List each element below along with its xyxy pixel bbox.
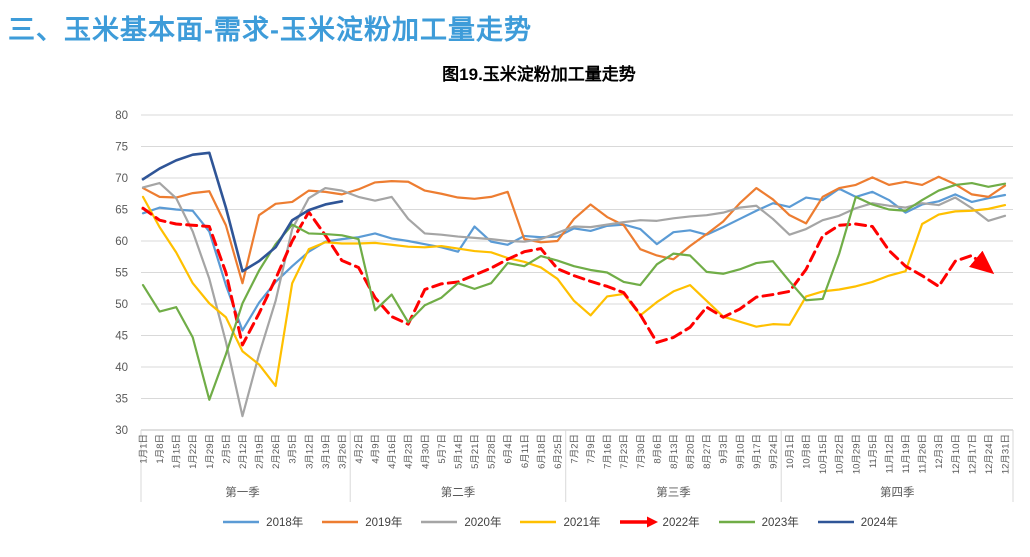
legend-swatch-2021年 (520, 520, 557, 524)
x-axis-label: 2月5日 (221, 434, 232, 464)
y-axis-label: 30 (115, 425, 128, 437)
x-axis-label: 7月2日 (570, 434, 581, 464)
legend-label: 2019年 (365, 517, 403, 529)
x-axis-label: 8月20日 (686, 434, 697, 469)
quarter-label: 第一季 (225, 485, 260, 499)
x-axis-label: 2月26日 (271, 434, 282, 469)
quarter-label: 第三季 (656, 485, 691, 499)
legend-item-2024年[interactable]: 2024年 (817, 514, 898, 530)
page-title: 三、玉米基本面-需求-玉米淀粉加工量走势 (8, 15, 532, 45)
x-axis-label: 4月9日 (371, 434, 382, 464)
legend-swatch-2019年 (322, 520, 359, 524)
x-axis-label: 11月12日 (884, 434, 895, 473)
x-axis-label: 12月24日 (984, 434, 995, 474)
x-axis-label: 8月27日 (702, 434, 713, 469)
chart-title: 图19.玉米淀粉加工量走势 (442, 65, 636, 84)
series-line-2021年 (141, 195, 1007, 387)
x-axis-label: 9月10日 (735, 434, 746, 469)
legend-swatch-2020年 (421, 520, 458, 524)
series-line-2018年 (141, 187, 1007, 332)
legend-swatch-2022年 (619, 516, 658, 528)
y-axis-label: 55 (115, 268, 128, 280)
x-axis-label: 12月3日 (934, 434, 945, 469)
legend-label: 2018年 (266, 517, 304, 529)
chart-legend: 2018年 2019年 2020年 2021年 2022年 2023年 2024年 (0, 514, 1030, 530)
legend-label: 2023年 (761, 517, 799, 529)
legend-swatch-2018年 (223, 520, 260, 524)
y-axis-label: 80 (115, 110, 128, 122)
legend-label: 2024年 (860, 517, 898, 529)
x-axis-label: 9月24日 (768, 434, 779, 469)
y-axis-label: 45 (115, 331, 128, 343)
x-axis-label: 6月4日 (503, 434, 514, 464)
legend-label: 2020年 (464, 517, 502, 529)
legend-item-2020年[interactable]: 2020年 (420, 514, 501, 530)
y-axis-label: 35 (115, 394, 128, 406)
y-axis-label: 50 (115, 299, 128, 311)
x-axis-label: 1月22日 (188, 434, 199, 469)
x-axis-label: 1月8日 (155, 434, 166, 464)
legend-label: 2021年 (563, 517, 601, 529)
x-axis-label: 9月3日 (719, 434, 730, 464)
x-axis-label: 9月17日 (752, 434, 763, 469)
x-axis-label: 11月19日 (901, 434, 912, 473)
x-axis-label: 10月15日 (818, 434, 829, 474)
x-axis-label: 6月18日 (536, 434, 547, 469)
quarter-label: 第四季 (880, 485, 915, 499)
legend-item-2019年[interactable]: 2019年 (321, 514, 402, 530)
x-axis-label: 5月14日 (453, 434, 464, 469)
x-axis-label: 4月30日 (420, 434, 431, 469)
x-axis-label: 1月15日 (172, 434, 183, 469)
legend-label: 2022年 (662, 517, 700, 529)
x-axis-label: 12月31日 (1001, 434, 1012, 474)
x-axis-label: 8月13日 (669, 434, 680, 469)
x-axis-label: 10月8日 (802, 434, 813, 469)
x-axis-label: 3月19日 (321, 434, 332, 469)
x-axis-label: 1月29日 (205, 434, 216, 469)
x-axis-label: 12月10日 (951, 434, 962, 474)
x-axis-label: 4月23日 (404, 434, 415, 469)
y-axis-label: 65 (115, 205, 128, 217)
legend-swatch-2023年 (718, 520, 755, 524)
x-axis-label: 7月30日 (636, 434, 647, 469)
x-axis-label: 10月29日 (851, 434, 862, 474)
x-axis-label: 8月6日 (652, 434, 663, 464)
x-axis-label: 11月5日 (868, 434, 879, 468)
x-axis-label: 12月17日 (967, 434, 978, 474)
legend-item-2021年[interactable]: 2021年 (519, 514, 601, 530)
x-axis-label: 6月25日 (553, 434, 564, 469)
x-axis-label: 2月12日 (238, 434, 249, 469)
x-axis-label: 10月1日 (785, 434, 796, 469)
legend-swatch-2024年 (817, 520, 854, 524)
x-axis-label: 2月19日 (255, 434, 266, 469)
x-axis-label: 3月26日 (337, 434, 348, 469)
y-axis-label: 70 (115, 173, 128, 185)
line-chart: 30 35 40 45 50 55 60 65 70 75 80 1月1日 1月8日 1月15日 1月22日… (115, 110, 1014, 502)
y-axis-label: 75 (115, 142, 128, 154)
x-axis-label: 6月11日 (520, 434, 531, 468)
x-axis-label: 5月28日 (487, 434, 498, 469)
x-axis-label: 3月12日 (304, 434, 315, 469)
x-axis-label: 7月23日 (619, 434, 630, 469)
series-line-2024年 (141, 151, 344, 273)
x-axis-label: 5月7日 (437, 434, 448, 464)
legend-item-2023年[interactable]: 2023年 (718, 514, 799, 530)
y-axis-label: 60 (115, 236, 128, 248)
x-axis-label: 10月22日 (835, 434, 846, 474)
x-axis-label: 1月1日 (139, 434, 150, 464)
x-axis-label: 4月2日 (354, 434, 365, 464)
legend-item-2022年[interactable]: 2022年 (619, 514, 700, 530)
x-axis-label: 4月16日 (387, 434, 398, 469)
legend-item-2018年[interactable]: 2018年 (222, 514, 303, 530)
series-line-2019年 (141, 175, 1007, 285)
x-axis-label: 5月21日 (470, 434, 481, 469)
x-axis-label: 7月16日 (603, 434, 614, 469)
x-axis-label: 11月26日 (918, 434, 929, 473)
x-axis-label: 3月5日 (288, 434, 299, 464)
x-axis-label: 7月9日 (586, 434, 597, 464)
y-axis-label: 40 (115, 362, 128, 374)
quarter-label: 第二季 (441, 485, 476, 499)
